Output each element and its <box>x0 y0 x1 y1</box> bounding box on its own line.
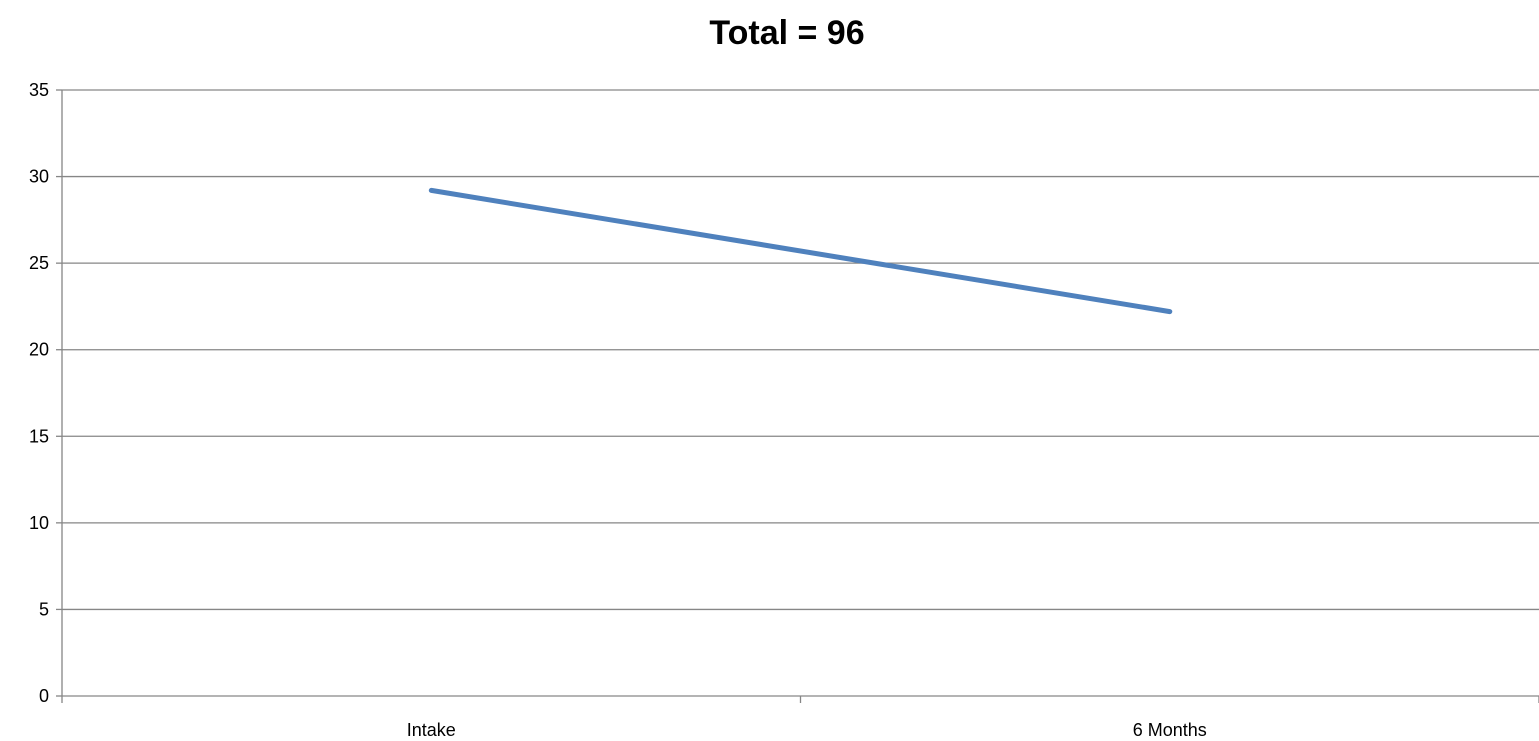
gridlines <box>62 89 1539 611</box>
series-line <box>428 187 1173 315</box>
tick-labels: 0 5 10 15 20 25 30 35 Intake 6 Months <box>29 80 1207 740</box>
x-tick-label: Intake <box>407 720 456 740</box>
y-tick-label: 35 <box>29 80 49 100</box>
y-tick-label: 30 <box>29 167 49 187</box>
y-tick-label: 10 <box>29 513 49 533</box>
y-tick-label: 5 <box>39 599 49 619</box>
y-tick-label: 25 <box>29 253 49 273</box>
y-tick-label: 15 <box>29 426 49 446</box>
series-layer <box>428 187 1173 315</box>
axes <box>56 89 1539 703</box>
chart-title: Total = 96 <box>709 14 864 52</box>
y-tick-label: 20 <box>29 340 49 360</box>
x-tick-label: 6 Months <box>1133 720 1207 740</box>
y-tick-label: 0 <box>39 686 49 706</box>
